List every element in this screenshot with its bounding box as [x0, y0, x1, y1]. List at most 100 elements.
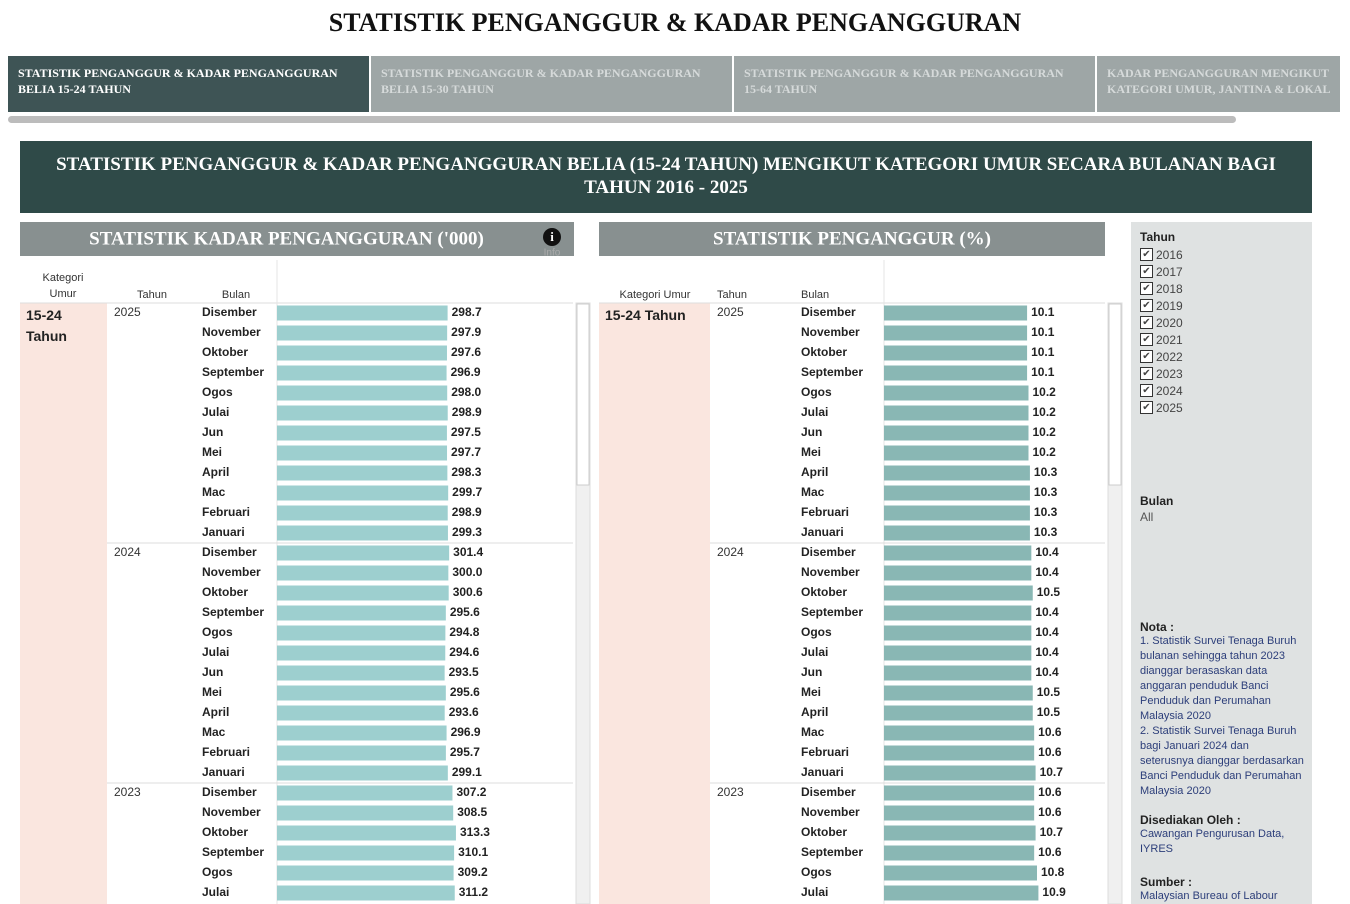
scroll-thumb[interactable] [576, 303, 590, 486]
month-label: April [801, 465, 828, 479]
checkbox[interactable]: ✔ [1140, 316, 1153, 329]
checkbox[interactable]: ✔ [1140, 401, 1153, 414]
checkbox[interactable]: ✔ [1140, 384, 1153, 397]
year-label: 2024 [717, 545, 744, 559]
bar [277, 385, 448, 401]
year-option[interactable]: ✔ 2024 [1140, 382, 1304, 399]
column-header: Bulan [801, 289, 829, 301]
value-label: 10.2 [1033, 405, 1057, 419]
scrollbar[interactable] [8, 116, 1236, 123]
value-label: 10.4 [1035, 665, 1059, 679]
tab[interactable]: STATISTIK PENGANGGUR & KADAR PENGANGGURA… [734, 56, 1095, 112]
value-label: 300.6 [453, 585, 483, 599]
bar [884, 885, 1039, 901]
tab[interactable]: KADAR PENGANGGURAN MENGIKUT KATEGORI UMUR… [1097, 56, 1340, 112]
year-label: 2025 [717, 305, 744, 319]
column-header: Tahun [717, 289, 747, 301]
year-label: 2016 [1156, 247, 1183, 262]
month-label: Oktober [801, 585, 847, 599]
month-label: November [801, 805, 860, 819]
value-label: 10.9 [1042, 885, 1066, 899]
tab-label: 15-64 TAHUN [744, 82, 818, 96]
tab[interactable]: STATISTIK PENGANGGUR & KADAR PENGANGGURA… [371, 56, 732, 112]
checkbox[interactable]: ✔ [1140, 282, 1153, 295]
month-label: Mei [801, 445, 821, 459]
year-label: 2023 [114, 785, 141, 799]
value-label: 300.0 [452, 565, 482, 579]
checkbox[interactable]: ✔ [1140, 367, 1153, 380]
tab-label: KADAR PENGANGGURAN MENGIKUT [1107, 66, 1329, 80]
value-label: 10.6 [1038, 725, 1062, 739]
month-label: September [801, 605, 863, 619]
year-option[interactable]: ✔ 2017 [1140, 263, 1304, 280]
bar [884, 345, 1028, 361]
checkbox[interactable]: ✔ [1140, 265, 1153, 278]
tab-label: BELIA 15-24 TAHUN [18, 82, 131, 96]
value-label: 297.7 [451, 445, 481, 459]
year-option[interactable]: ✔ 2019 [1140, 297, 1304, 314]
filter-value[interactable]: All [1140, 510, 1154, 524]
bar [277, 565, 449, 581]
column-header: Tahun [137, 289, 167, 301]
note-text: Cawangan Pengurusan Data, IYRES [1140, 828, 1285, 855]
year-option[interactable]: ✔ 2022 [1140, 348, 1304, 365]
bar [277, 325, 448, 341]
value-label: 298.0 [451, 385, 481, 399]
checkbox[interactable]: ✔ [1140, 299, 1153, 312]
value-label: 10.6 [1038, 745, 1062, 759]
value-label: 293.5 [449, 665, 479, 679]
checkbox[interactable]: ✔ [1140, 350, 1153, 363]
scroll-thumb[interactable] [1108, 303, 1122, 486]
value-label: 10.1 [1031, 325, 1055, 339]
month-label: September [801, 845, 863, 859]
bar [277, 665, 445, 681]
value-label: 10.4 [1035, 605, 1059, 619]
bar [884, 725, 1035, 741]
year-option[interactable]: ✔ 2016 [1140, 246, 1304, 263]
year-label: 2019 [1156, 298, 1183, 313]
bar [277, 745, 446, 761]
value-label: 10.2 [1033, 445, 1057, 459]
chart-header [599, 222, 1105, 256]
value-label: 10.4 [1035, 625, 1059, 639]
month-label: Mei [202, 685, 222, 699]
value-label: 296.9 [451, 725, 481, 739]
value-label: 310.1 [458, 845, 488, 859]
bar [884, 765, 1036, 781]
value-label: 295.6 [450, 685, 480, 699]
note-text: Malaysian Bureau of Labour [1140, 890, 1278, 902]
month-label: Julai [801, 405, 828, 419]
year-filter: ✔ 2016 ✔ 2017 ✔ 2018 ✔ 2019 ✔ 2020 ✔ 2021 ✔ 2022 ✔ 2023… [1140, 246, 1304, 416]
year-label: 2025 [1156, 400, 1183, 415]
info-icon[interactable] [543, 228, 561, 246]
value-label: 10.7 [1040, 825, 1064, 839]
tab[interactable]: STATISTIK PENGANGGUR & KADAR PENGANGGURA… [8, 56, 369, 112]
month-label: Oktober [801, 825, 847, 839]
year-option[interactable]: ✔ 2020 [1140, 314, 1304, 331]
month-label: Ogos [801, 865, 832, 879]
month-label: Julai [801, 885, 828, 899]
checkbox[interactable]: ✔ [1140, 333, 1153, 346]
month-label: September [202, 845, 264, 859]
bar [277, 845, 455, 861]
bar [884, 325, 1028, 341]
value-label: 293.6 [449, 705, 479, 719]
year-option[interactable]: ✔ 2025 [1140, 399, 1304, 416]
year-option[interactable]: ✔ 2018 [1140, 280, 1304, 297]
bar [884, 445, 1029, 461]
value-label: 299.3 [452, 525, 482, 539]
month-label: April [202, 705, 229, 719]
category-label: 15-24 Tahun [605, 307, 686, 323]
value-label: 10.5 [1037, 705, 1061, 719]
chart-title: STATISTIK KADAR PENGANGGURAN ('000) [89, 228, 484, 249]
checkbox[interactable]: ✔ [1140, 248, 1153, 261]
month-label: Mac [202, 725, 226, 739]
month-label: Ogos [202, 865, 233, 879]
year-option[interactable]: ✔ 2021 [1140, 331, 1304, 348]
month-label: Julai [202, 645, 229, 659]
month-label: Disember [202, 785, 257, 799]
bar [277, 605, 446, 621]
year-option[interactable]: ✔ 2023 [1140, 365, 1304, 382]
month-label: Julai [202, 405, 229, 419]
